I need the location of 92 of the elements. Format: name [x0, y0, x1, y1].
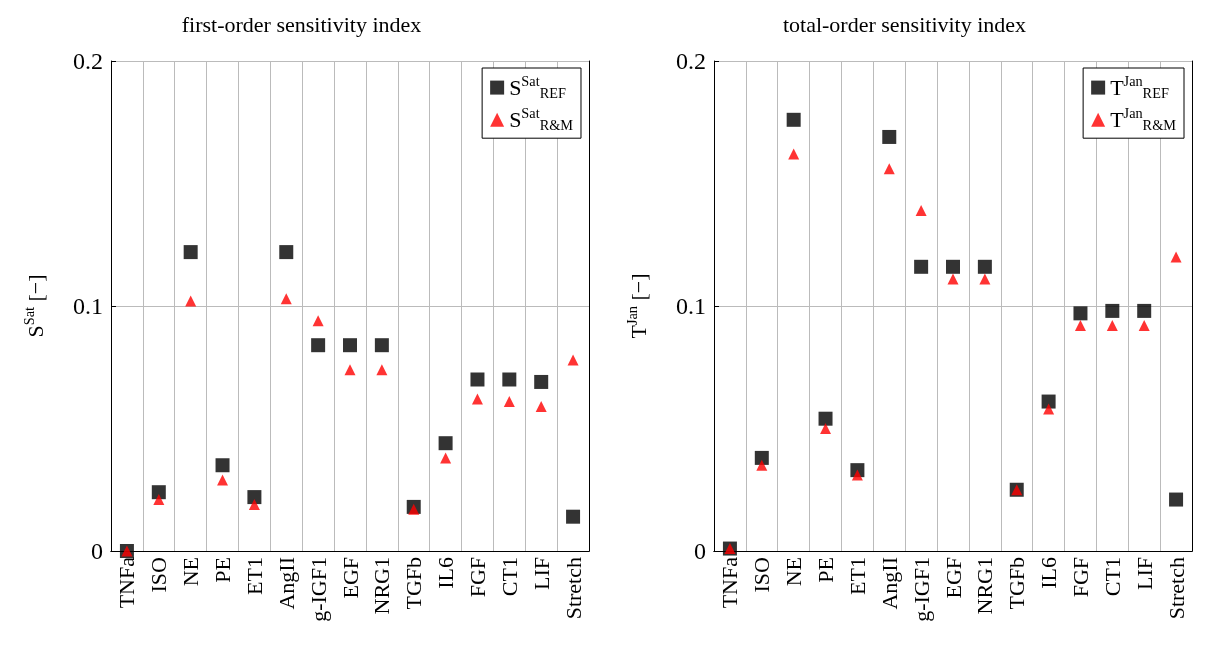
point — [1106, 320, 1118, 332]
y-tick-label: 0.2 — [73, 48, 103, 74]
chart-title: first-order sensitivity index — [181, 11, 422, 37]
x-tick-label: AngII — [273, 557, 299, 610]
point — [279, 245, 294, 260]
point — [438, 436, 453, 451]
point — [883, 163, 895, 175]
x-tick-label: ISO — [749, 557, 775, 593]
x-tick-label: EGF — [337, 557, 363, 599]
point — [248, 498, 260, 510]
point — [183, 245, 198, 260]
point — [1105, 303, 1120, 318]
point — [376, 364, 388, 376]
point — [217, 474, 229, 486]
point — [153, 494, 165, 506]
point — [1169, 492, 1184, 507]
point — [914, 259, 929, 274]
x-tick-label: CT1 — [1099, 557, 1125, 597]
point — [502, 372, 517, 387]
x-tick-label: IL6 — [1036, 557, 1062, 589]
point — [215, 458, 230, 473]
point — [1170, 251, 1182, 263]
x-tick-label: Stretch — [1163, 557, 1189, 620]
point — [151, 485, 166, 500]
x-tick-label: LIF — [528, 557, 554, 590]
point — [374, 338, 389, 353]
point — [1073, 306, 1088, 321]
x-tick-label: EGF — [940, 557, 966, 599]
x-tick-label: g-IGF1 — [305, 557, 331, 622]
x-tick-label: TNFa — [114, 556, 140, 609]
x-tick-label: LIF — [1131, 557, 1157, 590]
point — [1041, 394, 1056, 409]
x-tick-label: NRG1 — [972, 557, 998, 615]
point — [280, 293, 292, 305]
point — [947, 273, 959, 285]
point — [946, 259, 960, 274]
x-tick-label: FGF — [464, 557, 490, 598]
x-tick-label: g-IGF1 — [908, 557, 934, 622]
y-tick-label: 0.1 — [676, 293, 706, 319]
point — [756, 459, 768, 471]
x-tick-label: PE — [813, 557, 839, 583]
point — [851, 469, 863, 481]
point — [247, 490, 262, 505]
point — [818, 411, 833, 426]
point — [440, 452, 452, 464]
x-tick-label: PE — [210, 557, 236, 583]
point — [915, 204, 927, 216]
point — [977, 259, 992, 274]
y-tick-label: 0 — [91, 538, 103, 564]
x-tick-label: CT1 — [496, 557, 522, 597]
point — [882, 129, 897, 144]
point — [567, 354, 579, 366]
x-tick-label: TGFb — [1004, 557, 1030, 610]
x-tick-label: AngII — [876, 557, 902, 610]
point — [535, 400, 547, 412]
x-tick-label: ET1 — [844, 557, 870, 595]
point — [979, 273, 991, 285]
point — [788, 148, 800, 160]
point — [471, 393, 483, 405]
point — [408, 503, 420, 515]
x-tick-label: TGFb — [401, 557, 427, 610]
point — [343, 338, 357, 353]
point — [312, 315, 324, 327]
point — [566, 509, 581, 524]
x-tick-label: NE — [781, 557, 807, 587]
y-axis-title: SSat [−] — [20, 274, 48, 338]
point — [503, 396, 515, 408]
point — [311, 338, 326, 353]
x-tick-label: FGF — [1067, 557, 1093, 598]
point — [1043, 403, 1055, 415]
point — [344, 364, 356, 376]
y-tick-label: 0 — [694, 538, 706, 564]
y-tick-label: 0.1 — [73, 293, 103, 319]
x-tick-label: NE — [178, 557, 204, 587]
chart-title: total-order sensitivity index — [782, 11, 1027, 37]
x-tick-label: NRG1 — [369, 557, 395, 615]
x-tick-label: Stretch — [560, 557, 586, 620]
point — [786, 112, 801, 127]
x-tick-label: IL6 — [433, 557, 459, 589]
point — [1138, 320, 1150, 332]
point — [1137, 303, 1152, 318]
point — [820, 423, 832, 434]
point — [1074, 320, 1086, 332]
y-tick-label: 0.2 — [676, 48, 706, 74]
x-tick-label: TNFa — [717, 556, 743, 609]
point — [754, 450, 769, 465]
point — [534, 374, 549, 389]
point — [185, 295, 197, 307]
x-tick-label: ET1 — [241, 557, 267, 595]
x-tick-label: ISO — [146, 557, 172, 593]
y-axis-title: TJan [−] — [623, 273, 651, 339]
point — [470, 372, 485, 387]
